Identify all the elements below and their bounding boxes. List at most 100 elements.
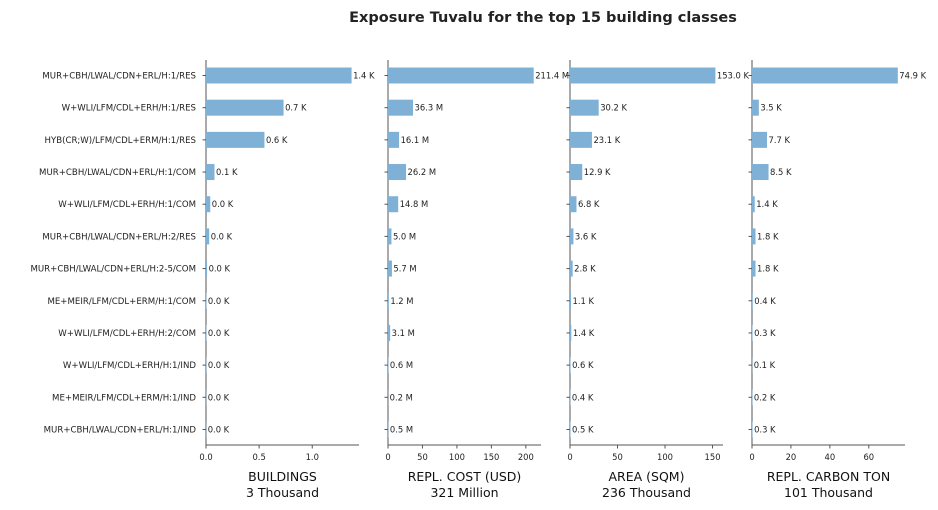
bar [388, 164, 407, 181]
bar [752, 99, 759, 116]
bar-value-label: 1.4 K [573, 328, 595, 338]
bar [570, 357, 571, 374]
bar-value-label: 0.3 K [754, 328, 776, 338]
x-axis-total: 236 Thousand [602, 485, 691, 500]
bar-value-label: 0.0 K [208, 360, 230, 370]
category-label: W+WLI/LFM/CDL+ERH/H:1/RES [62, 104, 196, 114]
x-tick-label: 60 [863, 452, 874, 462]
category-label: MUR+CBH/LWAL/CDN+ERL/H:1/RES [42, 72, 196, 82]
bar-value-label: 3.5 K [760, 103, 782, 113]
chart-title: Exposure Tuvalu for the top 15 building … [349, 10, 737, 26]
bar [570, 67, 716, 84]
bar-value-label: 0.3 K [754, 424, 776, 434]
bar-value-label: 36.3 M [415, 103, 444, 113]
bar-value-label: 74.9 K [899, 71, 926, 81]
bar-value-label: 5.7 M [393, 264, 416, 274]
category-label: MUR+CBH/LWAL/CDN+ERL/H:1/COM [39, 168, 196, 178]
bar-value-label: 0.0 K [209, 264, 231, 274]
bar-value-label: 16.1 M [401, 135, 430, 145]
bar-value-label: 211.4 M [535, 71, 569, 81]
bar-value-label: 1.1 K [573, 296, 595, 306]
bar [206, 131, 265, 148]
x-tick-label: 0.0 [199, 452, 212, 462]
x-tick-label: 0 [385, 452, 390, 462]
bar [570, 260, 573, 277]
bar [570, 292, 572, 309]
x-tick-label: 100 [449, 452, 465, 462]
x-tick-label: 200 [518, 452, 534, 462]
bar-value-label: 1.4 K [756, 199, 778, 209]
x-axis-total: 321 Million [430, 485, 498, 500]
bar [388, 292, 389, 309]
bar-value-label: 0.6 M [390, 360, 413, 370]
bar [570, 131, 592, 148]
bar-value-label: 0.0 K [208, 424, 230, 434]
bar-value-label: 1.8 K [757, 231, 779, 241]
bar-value-label: 0.5 K [572, 424, 594, 434]
bar-value-label: 0.0 K [211, 231, 233, 241]
x-axis-label: BUILDINGS [248, 469, 317, 484]
bar-value-label: 26.2 M [408, 167, 437, 177]
x-tick-label: 20 [786, 452, 797, 462]
bar-value-label: 0.0 K [208, 392, 230, 402]
bar [388, 228, 392, 245]
x-tick-label: 40 [825, 452, 836, 462]
bar [752, 131, 767, 148]
category-label: ME+MEIR/LFM/CDL+ERM/H:1/COM [47, 297, 196, 307]
bar [752, 228, 756, 245]
bar-value-label: 0.0 K [212, 199, 234, 209]
bar-value-label: 0.6 K [266, 135, 288, 145]
x-tick-label: 50 [417, 452, 428, 462]
panel-3: 153.0 K 30.2 K 23.1 K 12.9 K 6.8 K 3.6 K 2.8 K… [566, 60, 750, 500]
bar-value-label: 0.1 K [754, 360, 776, 370]
bar [388, 131, 400, 148]
bar [570, 196, 577, 213]
bar-value-label: 2.8 K [574, 264, 596, 274]
bar-value-label: 0.2 M [390, 392, 413, 402]
bar-value-label: 0.7 K [285, 103, 307, 113]
bar-value-label: 1.4 K [353, 71, 375, 81]
bar-value-label: 3.1 M [392, 328, 415, 338]
bar [206, 196, 211, 213]
bar-value-label: 0.2 K [754, 392, 776, 402]
x-axis-label: REPL. CARBON TON [767, 469, 890, 484]
panel-1: 1.4 K 0.7 K 0.6 K 0.1 K 0.0 K 0.0 K 0.0 K 0.0 K… [199, 60, 375, 500]
panel-4: 74.9 K 3.5 K 7.7 K 8.5 K 1.4 K 1.8 K 1.8 K 0.4 … [748, 60, 927, 500]
bar-value-label: 0.1 K [216, 167, 238, 177]
x-tick-label: 150 [483, 452, 499, 462]
bar [752, 260, 756, 277]
x-tick-label: 0.5 [252, 452, 265, 462]
bar [570, 99, 599, 116]
bar-value-label: 0.4 K [572, 392, 594, 402]
category-label: ME+MEIR/LFM/CDL+ERM/H:1/IND [52, 393, 196, 403]
bar-value-label: 0.6 K [572, 360, 594, 370]
bar-value-label: 0.0 K [208, 328, 230, 338]
bar [570, 324, 572, 341]
bar-value-label: 1.8 K [757, 264, 779, 274]
bar-value-label: 6.8 K [578, 199, 600, 209]
bar [752, 67, 898, 84]
bar [752, 292, 753, 309]
bar [388, 67, 534, 84]
x-tick-label: 100 [657, 452, 673, 462]
bar [570, 228, 574, 245]
bar [206, 99, 284, 116]
category-label: W+WLI/LFM/CDL+ERH/H:1/IND [63, 361, 197, 371]
category-label: W+WLI/LFM/CDL+ERH/H:1/COM [58, 200, 196, 210]
bar-value-label: 0.4 K [754, 296, 776, 306]
x-axis-label: REPL. COST (USD) [408, 469, 522, 484]
bar-value-label: 23.1 K [593, 135, 620, 145]
bar [752, 421, 753, 438]
bar [388, 260, 392, 277]
bar-value-label: 14.8 M [400, 199, 429, 209]
x-axis-label: AREA (SQM) [609, 469, 685, 484]
bar [206, 228, 210, 245]
category-label: HYB(CR;W)/LFM/CDL+ERM/H:1/RES [44, 136, 196, 146]
bar-value-label: 7.7 K [768, 135, 790, 145]
x-tick-label: 1.0 [306, 452, 319, 462]
x-axis-total: 101 Thousand [784, 485, 873, 500]
chart-panels: 1.4 K 0.7 K 0.6 K 0.1 K 0.0 K 0.0 K 0.0 K 0.0 K… [199, 60, 927, 500]
x-tick-label: 150 [705, 452, 721, 462]
bar [752, 196, 755, 213]
